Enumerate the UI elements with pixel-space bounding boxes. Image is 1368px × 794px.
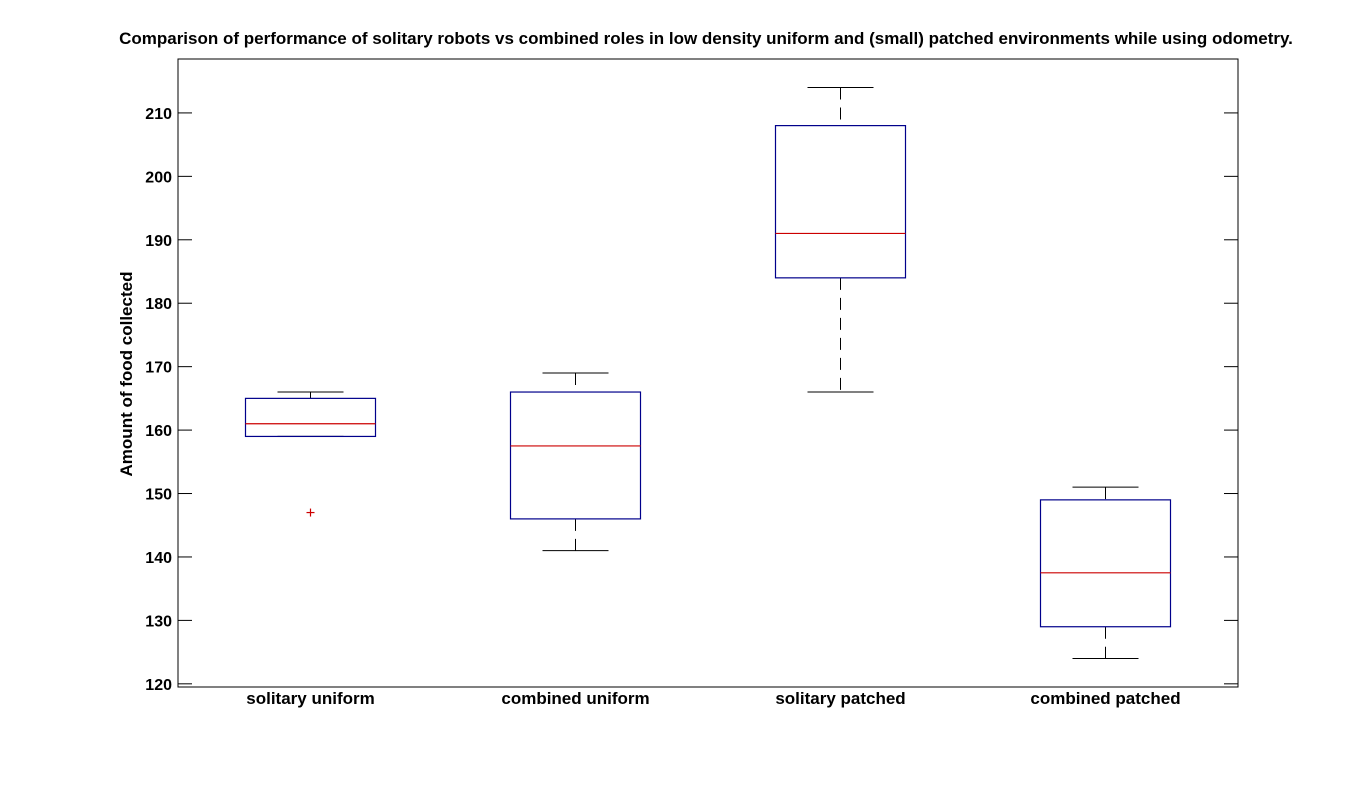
y-tick-label: 200 <box>145 169 172 186</box>
plot-area <box>177 58 1239 688</box>
y-tick-label: 180 <box>145 296 172 313</box>
outlier-point <box>306 508 315 517</box>
x-category-label: combined patched <box>1030 689 1180 708</box>
x-category-label: solitary uniform <box>246 689 374 708</box>
y-tick-label: 190 <box>145 233 172 250</box>
box-group <box>1039 486 1172 659</box>
y-tick-label: 150 <box>145 487 172 504</box>
y-tick-label: 120 <box>145 677 172 694</box>
box-group <box>774 87 907 393</box>
box-group <box>244 391 377 517</box>
y-tick-label: 170 <box>145 360 172 377</box>
y-tick-label: 130 <box>145 613 172 630</box>
box-group <box>509 372 642 552</box>
y-tick-label: 140 <box>145 550 172 567</box>
box-iqr <box>244 397 377 438</box>
box-series <box>244 87 1172 659</box>
y-tick-label: 210 <box>145 106 172 123</box>
chart-title: Comparison of performance of solitary ro… <box>119 29 1293 48</box>
y-axis-label: Amount of food collected <box>117 272 136 477</box>
x-category-label: solitary patched <box>775 689 905 708</box>
y-tick-label: 160 <box>145 423 172 440</box>
box-iqr <box>774 125 907 279</box>
x-axis: solitary uniform combined uniform solitary… <box>246 689 1180 708</box>
box-iqr <box>509 391 642 520</box>
box-iqr <box>1039 499 1172 628</box>
y-axis: 120 130 140 150 160 170 180 190 200 210 <box>145 106 1238 694</box>
x-category-label: combined uniform <box>501 689 649 708</box>
